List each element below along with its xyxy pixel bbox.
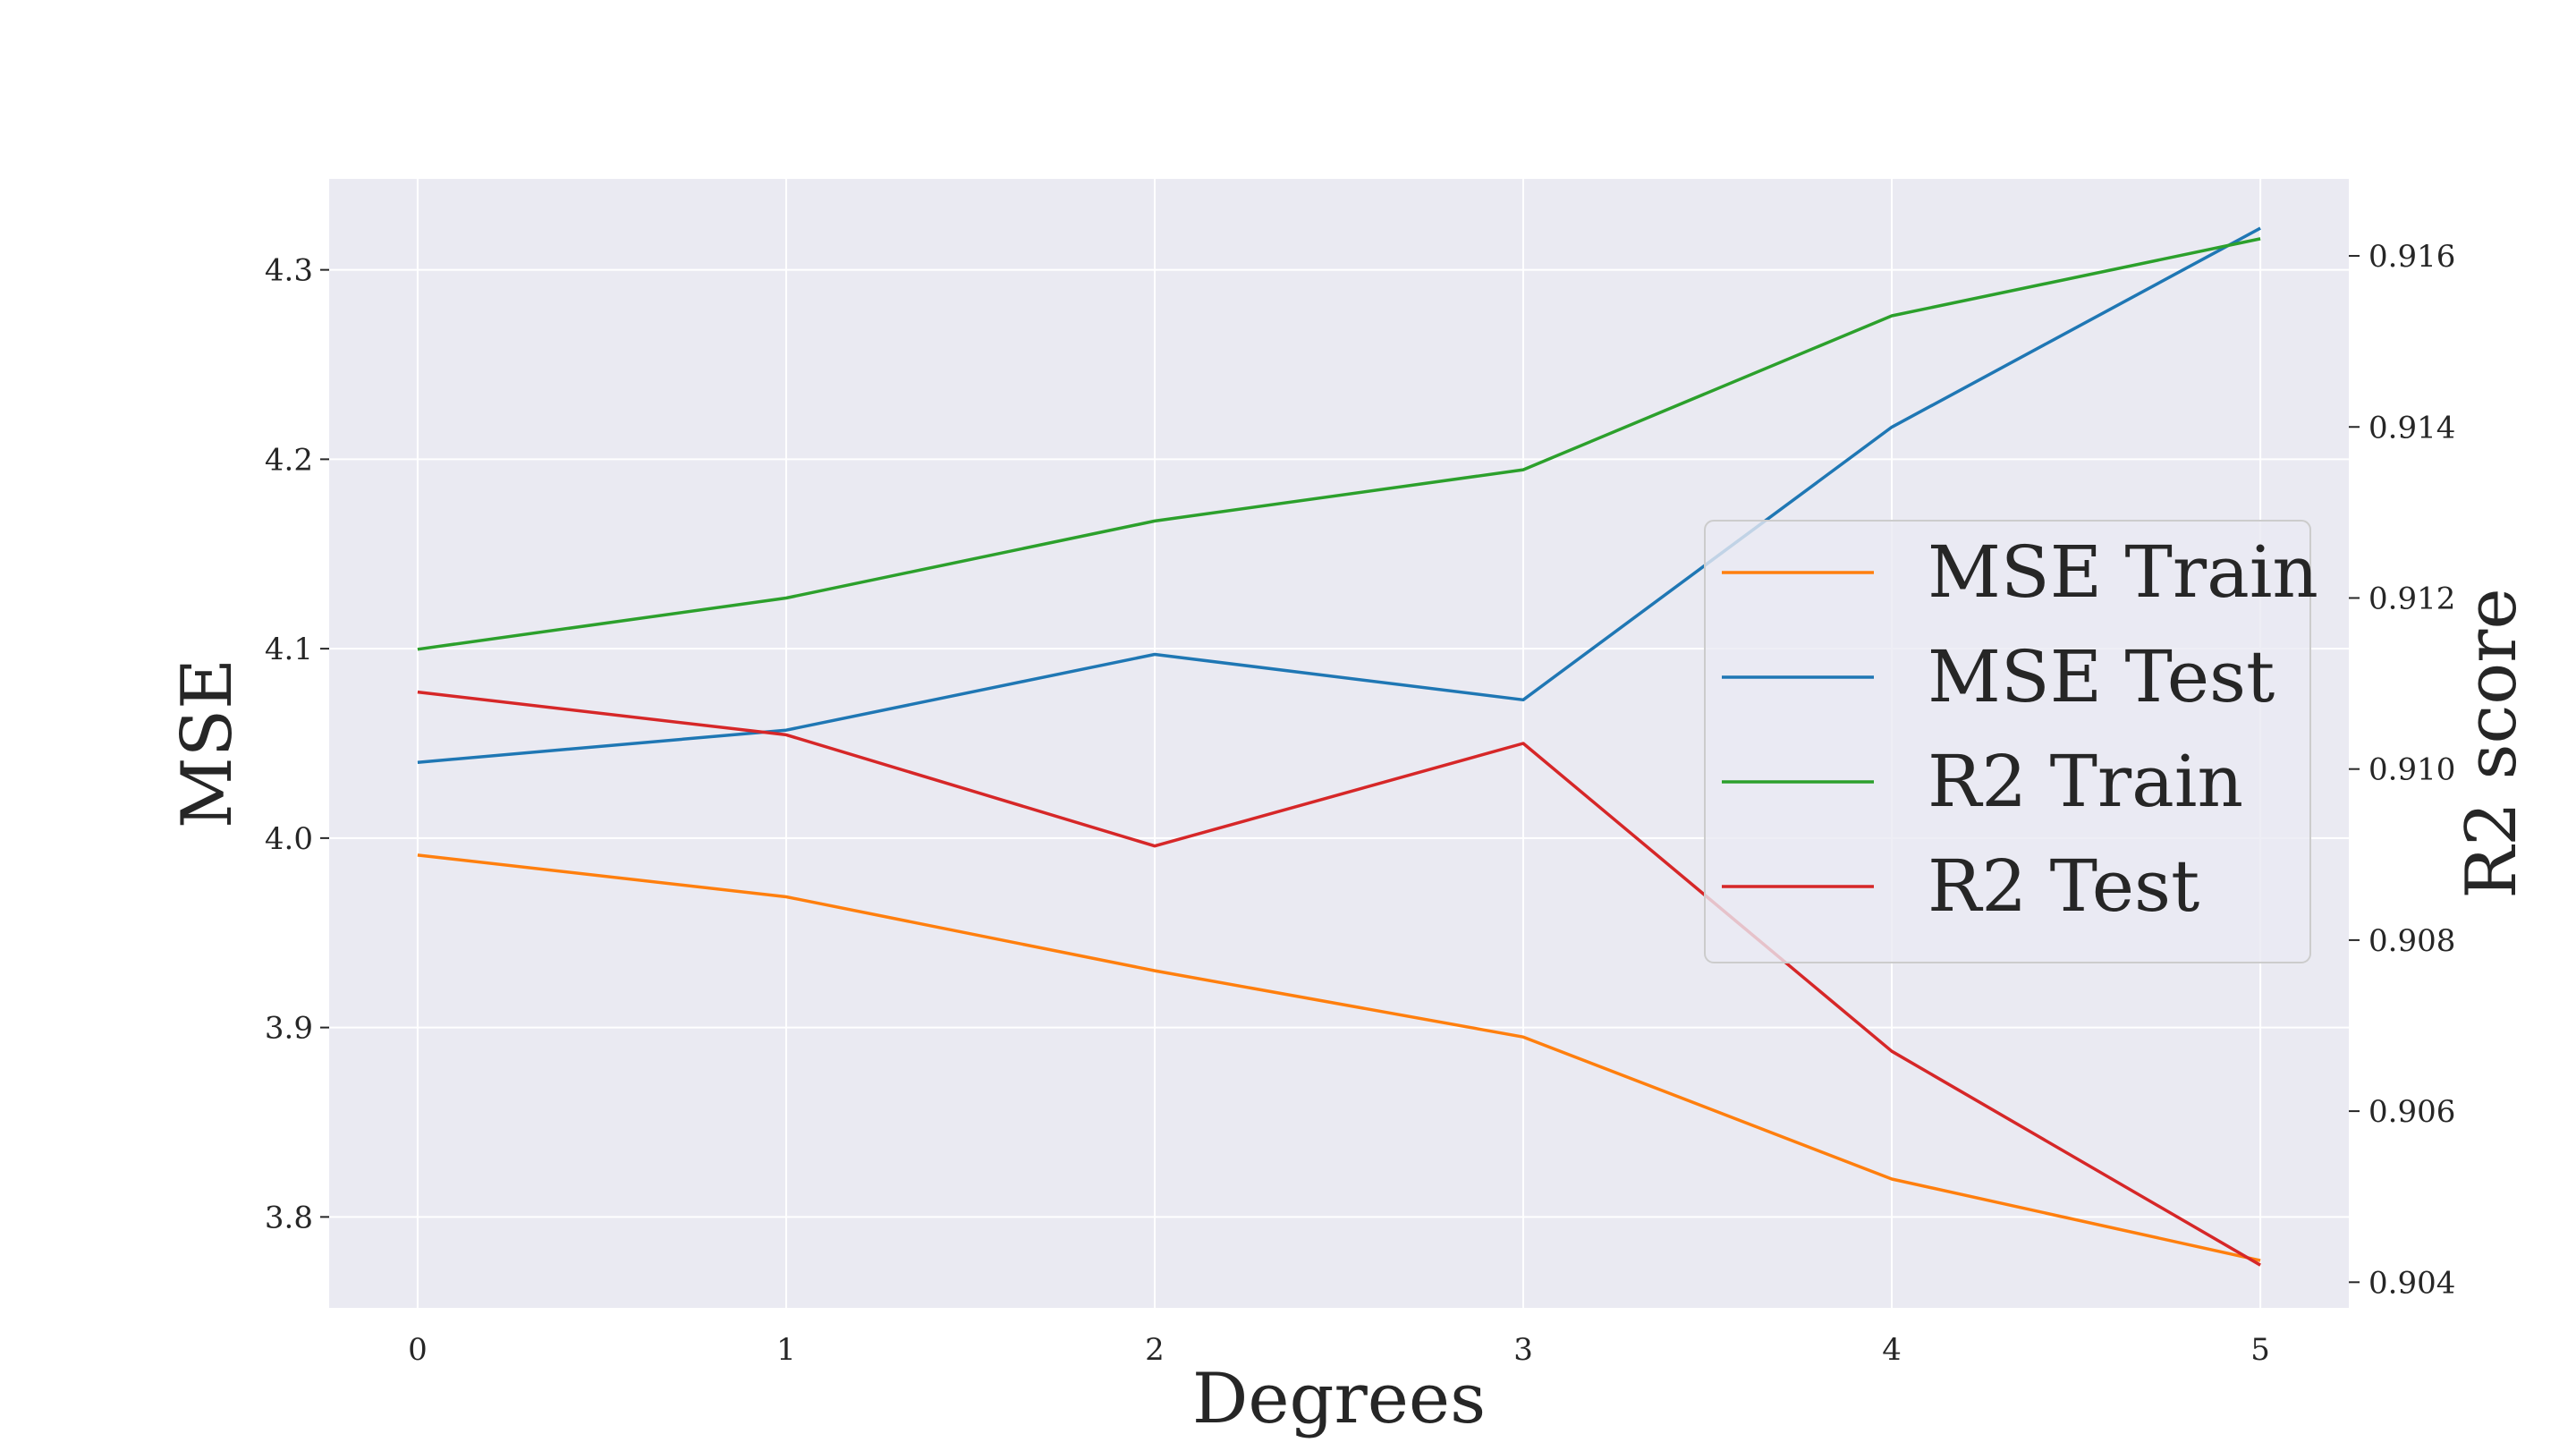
y2-tick-label: 0.916 [2368, 239, 2455, 275]
legend-label: R2 Train [1928, 740, 2243, 823]
y2-tick-label: 0.914 [2368, 410, 2455, 445]
x-tick-label: 5 [2250, 1332, 2270, 1368]
y2-tick-label: 0.912 [2368, 581, 2455, 616]
y-tick-label: 4.0 [265, 821, 313, 857]
y2-tick-label: 0.910 [2368, 752, 2455, 788]
y-axis-right: 0.904 0.906 0.908 0.910 0.912 0.914 0.916 [2349, 239, 2455, 1301]
x-tick-label: 0 [408, 1332, 428, 1368]
y-axis-left: 3.8 3.9 4.0 4.1 4.2 4.3 [265, 253, 329, 1235]
x-tick-label: 3 [1513, 1332, 1533, 1368]
y2-tick-label: 0.904 [2368, 1265, 2455, 1301]
y-tick-label: 4.1 [265, 632, 313, 667]
y2-tick-label: 0.906 [2368, 1094, 2455, 1130]
y-axis-label: MSE [167, 658, 248, 828]
x-tick-label: 4 [1882, 1332, 1902, 1368]
x-axis: 0 1 2 3 4 5 [408, 1332, 2270, 1368]
x-axis-label: Degrees [1192, 1359, 1486, 1439]
series-line-mse-train [417, 853, 2261, 1262]
legend-label: MSE Train [1928, 530, 2318, 614]
y-tick-label: 3.8 [265, 1200, 313, 1235]
series-line-r2-test [417, 690, 2261, 1267]
series-line-r2-train [417, 237, 2261, 651]
legend-box [1704, 520, 2311, 963]
x-tick-label: 1 [776, 1332, 796, 1368]
y2-tick-label: 0.908 [2368, 923, 2455, 959]
series-line-mse-test [417, 226, 2261, 764]
series-layer [417, 226, 2261, 1267]
y-tick-label: 4.2 [265, 442, 313, 478]
y-tick-label: 3.9 [265, 1011, 313, 1047]
legend-label: R2 Test [1928, 844, 2199, 928]
x-tick-label: 2 [1145, 1332, 1165, 1368]
y2-axis-label: R2 score [2452, 588, 2532, 898]
legend: MSE Train MSE Test R2 Train R2 Test [1704, 520, 2318, 963]
legend-label: MSE Test [1928, 635, 2275, 718]
y-tick-label: 4.3 [265, 253, 313, 289]
